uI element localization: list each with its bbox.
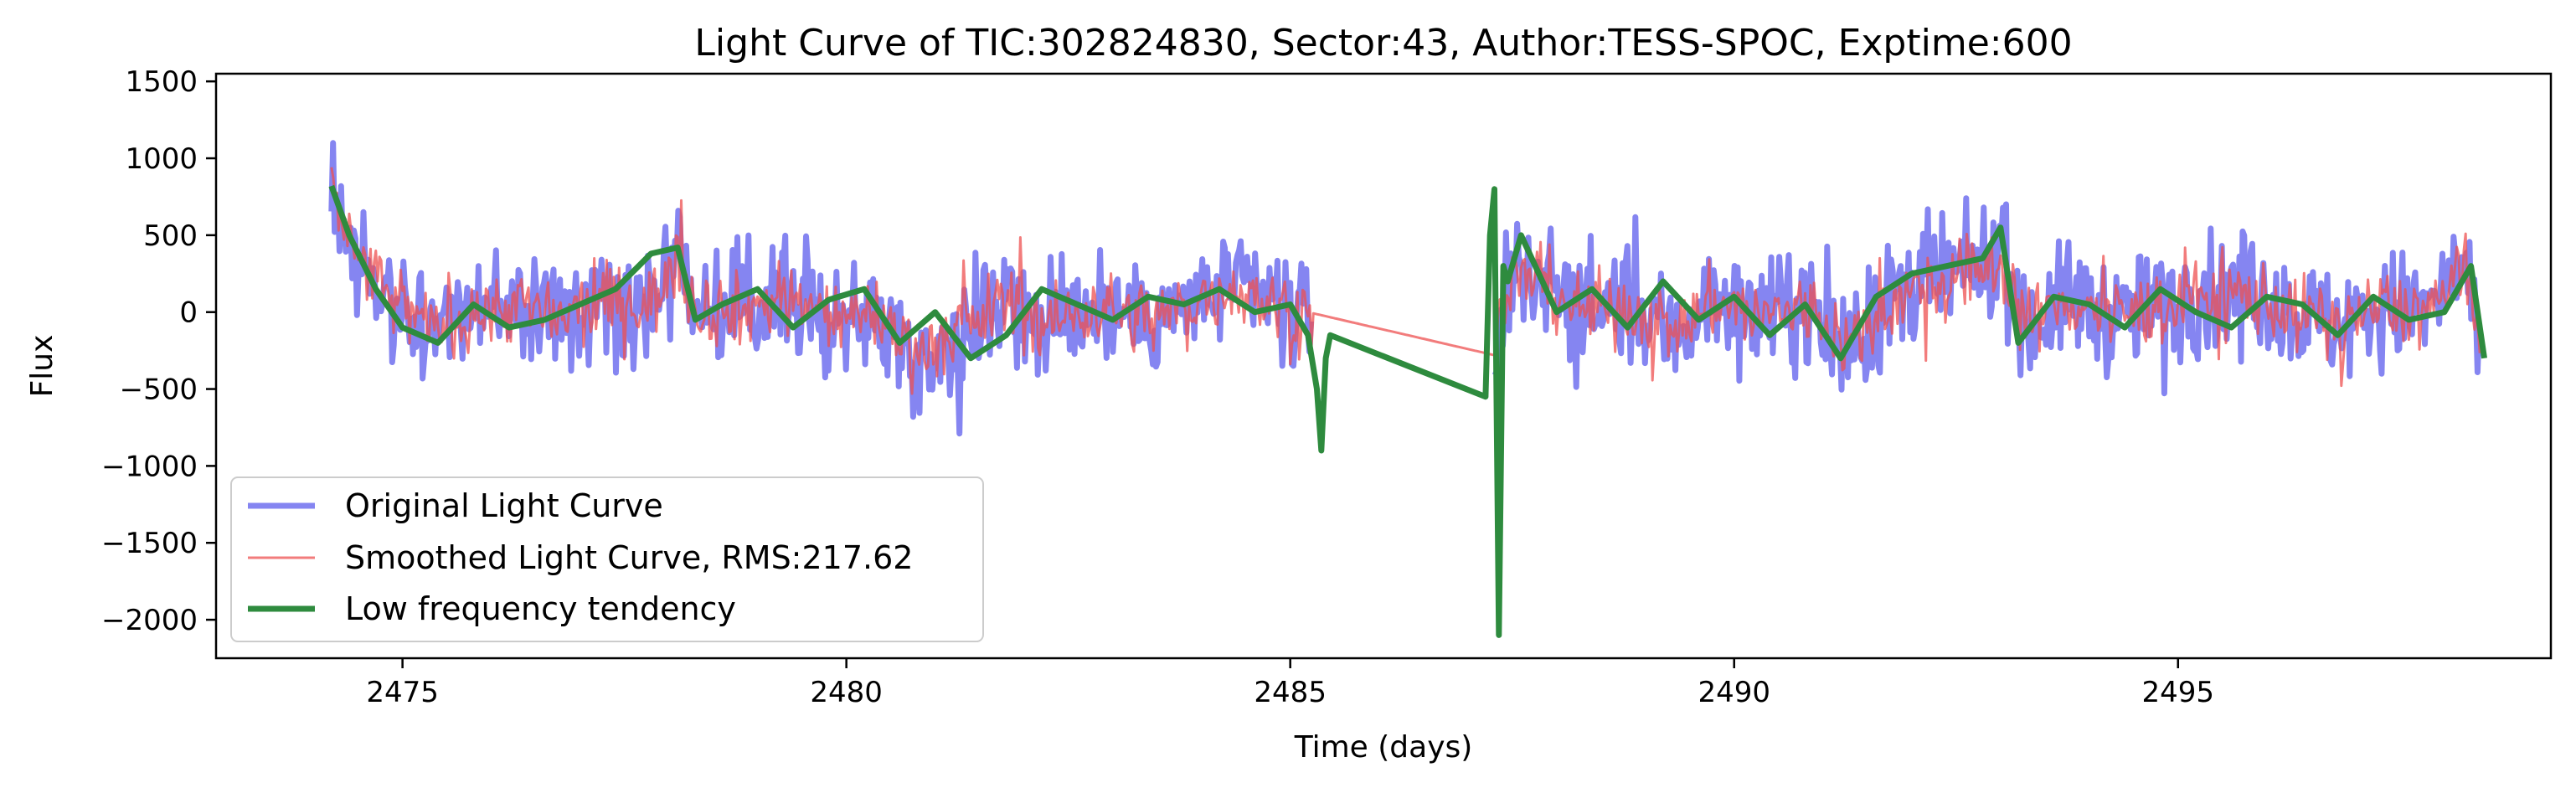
legend-label-smoothed: Smoothed Light Curve, RMS:217.62 (345, 539, 913, 576)
x-tick-label: 2475 (366, 676, 439, 709)
y-tick-label: −1000 (101, 450, 198, 483)
y-tick-label: −1500 (101, 527, 198, 560)
x-tick-label: 2490 (1698, 676, 1770, 709)
y-axis-label: Flux (25, 335, 59, 398)
y-tick-label: 1000 (125, 142, 198, 176)
x-tick-label: 2485 (1254, 676, 1327, 709)
y-tick-label: 500 (143, 219, 198, 253)
x-tick-label: 2495 (2142, 676, 2215, 709)
series-line-low-frequency (328, 184, 2487, 638)
series-layer (328, 140, 2487, 638)
legend-label-original: Original Light Curve (345, 487, 663, 524)
plot-frame (214, 72, 2553, 660)
y-tick-label: 1500 (125, 65, 198, 99)
series-line-smoothed (330, 167, 2481, 395)
chart-title: Light Curve of TIC:302824830, Sector:43,… (694, 22, 2072, 64)
x-axis-label: Time (days) (1294, 730, 1473, 765)
y-tick-label: −500 (120, 373, 198, 407)
y-tick-label: −2000 (101, 604, 198, 637)
y-axis: 1500 1000 500 0 −500 −1000 −1500 −2000 (101, 65, 216, 637)
x-axis: 2475 2480 2485 2490 2495 (366, 658, 2214, 709)
legend-box (230, 476, 984, 642)
legend: Original Light Curve Smoothed Light Curv… (230, 476, 984, 642)
x-tick-label: 2480 (810, 676, 883, 709)
y-tick-label: 0 (179, 296, 198, 330)
legend-label-low-frequency: Low frequency tendency (345, 590, 736, 627)
